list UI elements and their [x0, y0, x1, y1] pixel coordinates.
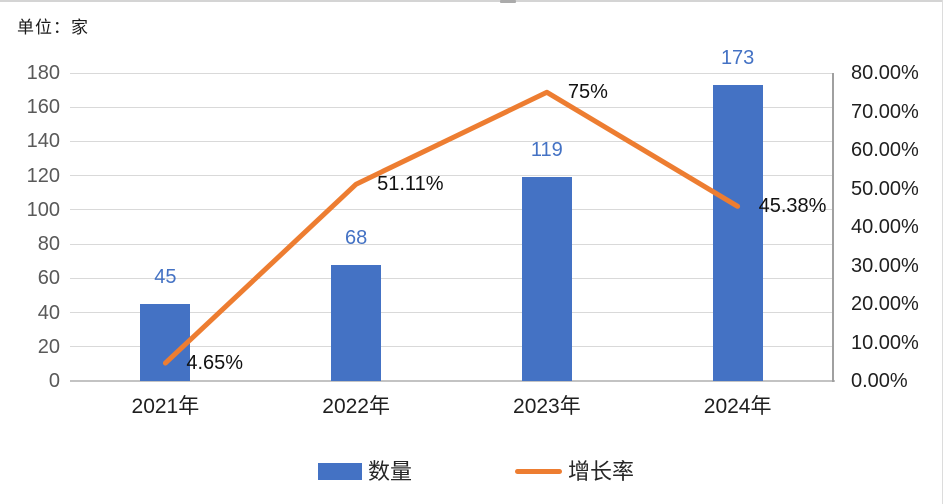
x-axis-tick-label: 2022年 [322, 395, 390, 418]
x-axis-tick-label: 2023年 [513, 395, 581, 418]
y-axis-tick-label: 100 [26, 198, 60, 221]
unit-label: 单位：家 [17, 18, 89, 37]
top-border-line [0, 0, 943, 2]
x-axis-tick-label: 2021年 [131, 395, 200, 418]
bar-value-label: 119 [530, 139, 563, 162]
y-axis-tick-label: 40 [37, 301, 60, 324]
bar-2021年 [140, 304, 191, 381]
y-axis-tick-label: 20 [37, 335, 60, 358]
right-axis-line [832, 73, 834, 382]
y-axis-tick-label: 80 [37, 233, 60, 256]
y2-axis-tick-label: 70.00% [851, 100, 919, 123]
bar-value-label: 45 [154, 266, 177, 288]
y2-axis-tick-label: 40.00% [851, 216, 919, 238]
line-value-label: 75% [567, 81, 608, 104]
y-axis-tick-label: 120 [26, 164, 60, 187]
top-resize-handle [500, 0, 516, 3]
line-value-label: 51.11% [377, 173, 444, 196]
y2-axis-tick-label: 30.00% [851, 254, 919, 277]
x-axis-tick-label: 2024年 [703, 395, 772, 418]
y-axis-tick-label: 140 [26, 130, 60, 153]
bar-value-label: 173 [720, 46, 755, 69]
y2-axis-tick-label: 0.00% [851, 370, 908, 392]
legend-bar-swatch [318, 463, 362, 480]
y-axis-tick-label: 160 [26, 96, 60, 119]
bar-2024年 [712, 84, 763, 381]
y-axis-tick-label: 0 [48, 370, 60, 392]
legend-line-swatch [515, 469, 562, 474]
y-axis-tick-label: 60 [37, 267, 60, 290]
y2-axis-tick-label: 80.00% [851, 62, 919, 84]
bar-value-label: 68 [345, 226, 368, 249]
legend-label-line: 增长率 [568, 459, 635, 484]
y-axis-tick-label: 180 [26, 62, 60, 84]
y2-axis-tick-label: 50.00% [851, 177, 919, 200]
line-value-label: 45.38% [758, 195, 827, 218]
x-axis-line [70, 380, 835, 382]
y2-axis-tick-label: 20.00% [851, 293, 919, 315]
legend-label-bar: 数量 [368, 459, 413, 484]
gridline [70, 72, 833, 74]
y2-axis-tick-label: 10.00% [851, 331, 919, 354]
bar-2022年 [331, 264, 382, 381]
growth-rate-line [162, 89, 741, 366]
bar-2023年 [521, 177, 572, 381]
line-value-label: 4.65% [186, 352, 244, 375]
y2-axis-tick-label: 60.00% [851, 139, 919, 161]
